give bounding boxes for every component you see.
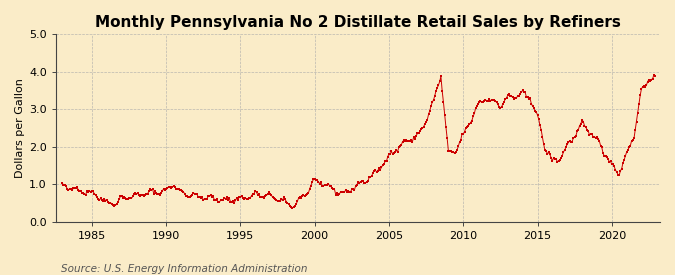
Text: Source: U.S. Energy Information Administration: Source: U.S. Energy Information Administ… [61,264,307,274]
Y-axis label: Dollars per Gallon: Dollars per Gallon [15,78,25,178]
Title: Monthly Pennsylvania No 2 Distillate Retail Sales by Refiners: Monthly Pennsylvania No 2 Distillate Ret… [95,15,621,30]
